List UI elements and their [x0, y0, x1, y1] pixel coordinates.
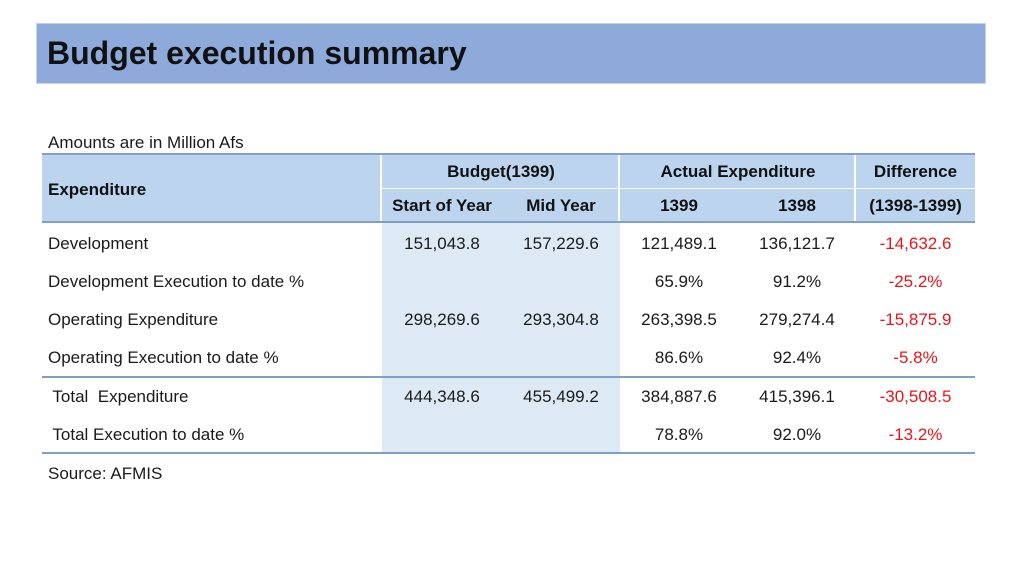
header-budget: Budget(1399): [447, 162, 555, 181]
cell-actual-1399: 86.6%: [654, 348, 704, 367]
cell-start-of-year: 151,043.8: [404, 234, 480, 253]
header-1398: 1398: [778, 196, 816, 215]
row-label: Total Execution to date %: [48, 425, 245, 444]
cell-mid-year: 157,229.6: [523, 234, 599, 253]
cell-actual-1399: 65.9%: [654, 272, 704, 291]
header-difference: Difference: [873, 162, 958, 181]
row-label: Total Expenditure: [48, 387, 189, 406]
table-row: Development Execution to date % 65.9% 91…: [42, 263, 975, 301]
cell-start-of-year: 298,269.6: [404, 310, 480, 329]
cell-mid-year: [502, 416, 620, 454]
cell-start-of-year: 444,348.6: [404, 387, 480, 406]
table-bottom-border: [42, 452, 975, 454]
row-label: Operating Execution to date %: [48, 348, 279, 367]
header-subdivider: [382, 188, 975, 189]
cell-mid-year: [502, 339, 620, 377]
cell-actual-1398: 92.4%: [772, 348, 822, 367]
header-start-of-year: Start of Year: [392, 196, 492, 215]
cell-actual-1398: 279,274.4: [759, 310, 835, 329]
cell-actual-1398: 92.0%: [772, 425, 822, 444]
row-label: Operating Expenditure: [48, 310, 219, 329]
cell-actual-1398: 136,121.7: [759, 234, 835, 253]
header-mid-year: Mid Year: [526, 196, 596, 215]
budget-column-shade: [382, 223, 620, 452]
cell-actual-1399: 384,887.6: [641, 387, 717, 406]
cell-start-of-year: [382, 416, 502, 454]
cell-actual-1398: 415,396.1: [759, 387, 835, 406]
cell-mid-year: 455,499.2: [523, 387, 599, 406]
header-1399: 1399: [660, 196, 698, 215]
cell-actual-1399: 78.8%: [654, 425, 704, 444]
header-actual: Actual Expenditure: [660, 162, 816, 181]
row-label: Development Execution to date %: [48, 272, 305, 291]
table-row: Development 151,043.8 157,229.6 121,489.…: [42, 225, 975, 263]
units-note: Amounts are in Million Afs: [48, 133, 244, 152]
row-label: Development: [48, 234, 149, 253]
header-divider: [380, 155, 382, 221]
total-separator: [42, 376, 975, 378]
page-title: Budget execution summary: [47, 35, 467, 71]
cell-actual-1398: 91.2%: [772, 272, 822, 291]
cell-difference: -5.8%: [893, 348, 938, 367]
cell-difference: -30,508.5: [879, 387, 952, 406]
title-bar: Budget execution summary: [36, 23, 986, 84]
table-row: Total Expenditure 444,348.6 455,499.2 38…: [42, 378, 975, 416]
table-row: Operating Expenditure 298,269.6 293,304.…: [42, 301, 975, 339]
table-row: Total Execution to date % 78.8% 92.0% -1…: [42, 416, 975, 454]
cell-difference: -15,875.9: [879, 310, 952, 329]
table-row: Operating Execution to date % 86.6% 92.4…: [42, 339, 975, 377]
cell-actual-1399: 263,398.5: [641, 310, 717, 329]
cell-start-of-year: [382, 339, 502, 377]
cell-difference: -13.2%: [888, 425, 943, 444]
source-note: Source: AFMIS: [48, 464, 163, 483]
header-expenditure: Expenditure: [48, 180, 147, 199]
cell-mid-year: 293,304.8: [523, 310, 599, 329]
header-diff-range: (1398-1399): [869, 196, 962, 215]
cell-mid-year: [502, 263, 620, 301]
cell-actual-1399: 121,489.1: [641, 234, 717, 253]
table-header: Expenditure Budget(1399) Actual Expendit…: [42, 153, 975, 223]
cell-difference: -14,632.6: [879, 234, 952, 253]
cell-difference: -25.2%: [888, 272, 943, 291]
cell-start-of-year: [382, 263, 502, 301]
